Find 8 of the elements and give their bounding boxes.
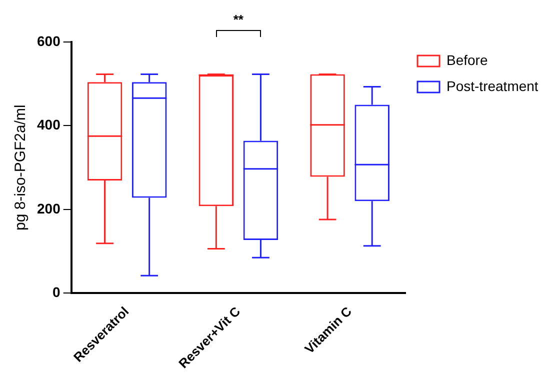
legend-label: Post-treatment: [446, 78, 538, 94]
text: **: [232, 12, 244, 28]
legend-label: Before: [446, 52, 488, 68]
y-tick-label: 600: [37, 32, 61, 49]
y-tick-label: 200: [37, 200, 61, 216]
y-axis-title: pg 8-iso-PGF2a/ml: [12, 104, 30, 231]
y-tick-label: 0: [52, 284, 61, 300]
y-tick-label: 400: [37, 116, 61, 133]
